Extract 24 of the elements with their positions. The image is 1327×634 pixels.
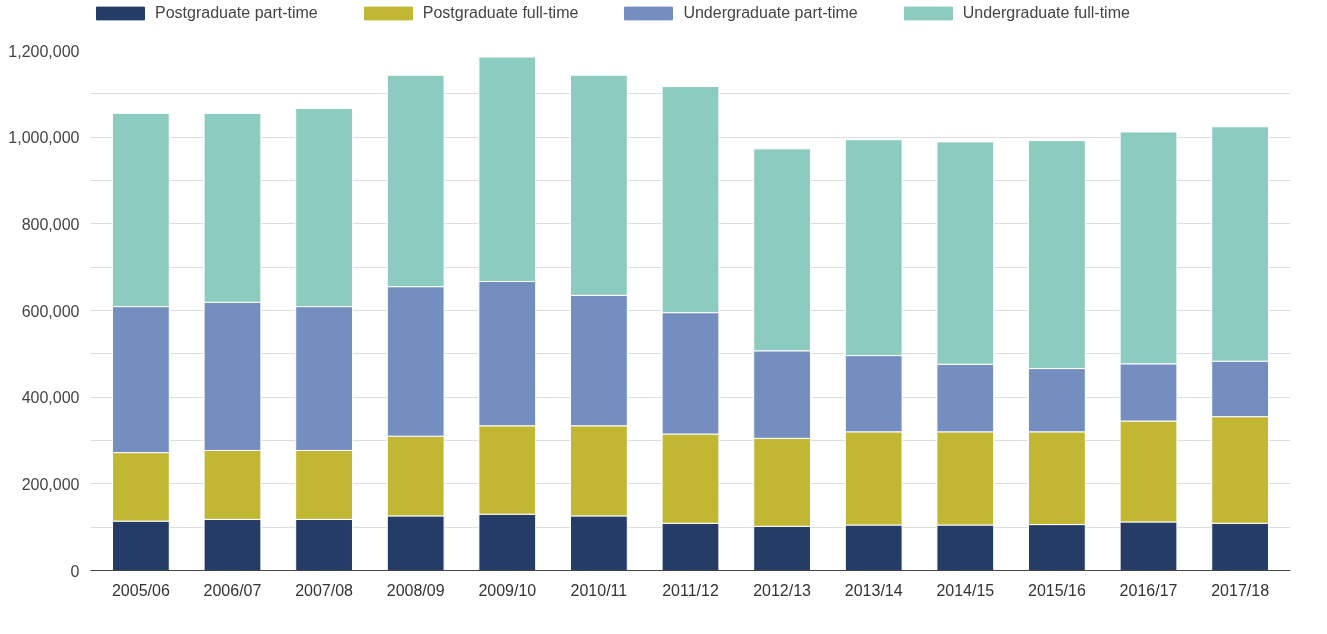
x-tick-label: 2007/08 xyxy=(295,581,354,599)
y-tick-label: 1,200,000 xyxy=(8,42,80,60)
x-tick-label: 2010/11 xyxy=(570,581,628,599)
y-tick-label: 0 xyxy=(70,562,80,580)
x-tick-label: 2006/07 xyxy=(203,581,262,599)
x-tick-label: 2015/16 xyxy=(1027,581,1086,599)
legend-label: Postgraduate full-time xyxy=(422,4,579,22)
x-tick-label: 2008/09 xyxy=(386,581,445,599)
x-tick-label: 2016/17 xyxy=(1119,581,1178,599)
y-tick-label: 600,000 xyxy=(21,302,80,320)
legend-label: Postgraduate part-time xyxy=(155,4,318,22)
x-tick-label: 2014/15 xyxy=(936,581,995,599)
x-tick-label: 2009/10 xyxy=(478,581,537,599)
y-tick-label: 200,000 xyxy=(21,475,80,493)
y-tick-label: 400,000 xyxy=(21,389,80,407)
x-tick-label: 2013/14 xyxy=(844,581,903,599)
y-tick-label: 800,000 xyxy=(21,215,80,233)
y-tick-label: 1,000,000 xyxy=(8,129,80,147)
x-tick-label: 2011/12 xyxy=(662,581,719,599)
x-tick-label: 2012/13 xyxy=(753,581,812,599)
legend-label: Undergraduate part-time xyxy=(683,4,858,22)
x-tick-label: 2005/06 xyxy=(111,581,170,599)
legend-label: Undergraduate full-time xyxy=(962,4,1130,22)
x-tick-label: 2017/18 xyxy=(1211,581,1270,599)
